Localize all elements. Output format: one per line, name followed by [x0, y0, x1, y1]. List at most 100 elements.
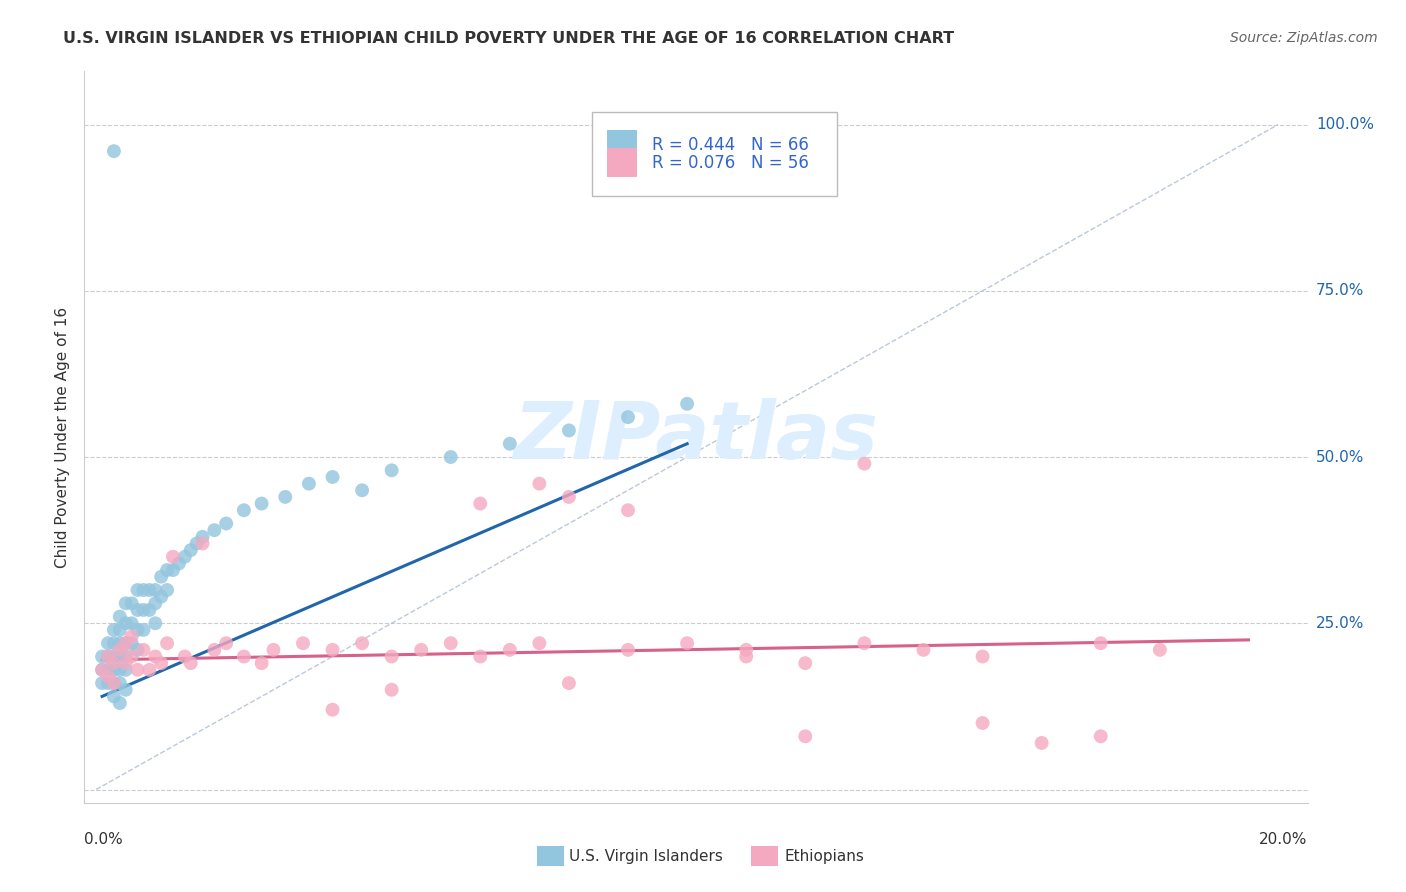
- Point: [108, 663, 131, 677]
- Point: [108, 696, 131, 710]
- Point: [103, 676, 125, 690]
- Point: [143, 582, 166, 597]
- Text: R = 0.076   N = 56: R = 0.076 N = 56: [652, 153, 808, 172]
- Point: [156, 563, 179, 577]
- Point: [167, 557, 190, 571]
- Text: U.S. VIRGIN ISLANDER VS ETHIOPIAN CHILD POVERTY UNDER THE AGE OF 16 CORRELATION : U.S. VIRGIN ISLANDER VS ETHIOPIAN CHILD …: [63, 31, 955, 46]
- Point: [292, 636, 315, 650]
- Point: [127, 623, 149, 637]
- Point: [114, 682, 136, 697]
- Point: [298, 476, 321, 491]
- Point: [617, 643, 640, 657]
- Point: [499, 643, 522, 657]
- Point: [103, 676, 125, 690]
- Point: [173, 649, 195, 664]
- Point: [676, 636, 699, 650]
- Point: [617, 410, 640, 425]
- Bar: [537, 846, 564, 866]
- Point: [499, 436, 522, 450]
- Point: [103, 636, 125, 650]
- Point: [735, 643, 758, 657]
- Point: [138, 663, 160, 677]
- Point: [440, 450, 463, 464]
- Point: [470, 497, 492, 511]
- Point: [103, 649, 125, 664]
- Point: [103, 623, 125, 637]
- Point: [250, 497, 273, 511]
- Point: [156, 582, 179, 597]
- Point: [411, 643, 433, 657]
- Point: [114, 636, 136, 650]
- Point: [150, 590, 173, 604]
- Point: [215, 516, 238, 531]
- Point: [108, 676, 131, 690]
- Point: [97, 649, 120, 664]
- Point: [121, 616, 143, 631]
- Point: [173, 549, 195, 564]
- Point: [381, 682, 404, 697]
- Point: [676, 397, 699, 411]
- Point: [250, 656, 273, 670]
- FancyBboxPatch shape: [592, 112, 837, 195]
- Point: [558, 424, 581, 438]
- Y-axis label: Child Poverty Under the Age of 16: Child Poverty Under the Age of 16: [55, 307, 70, 567]
- Point: [103, 663, 125, 677]
- Point: [794, 729, 817, 743]
- Text: Source: ZipAtlas.com: Source: ZipAtlas.com: [1230, 31, 1378, 45]
- Point: [794, 656, 817, 670]
- Text: 100.0%: 100.0%: [1316, 117, 1374, 132]
- Point: [103, 690, 125, 704]
- Point: [138, 603, 160, 617]
- Point: [912, 643, 935, 657]
- Bar: [606, 148, 637, 178]
- Text: 20.0%: 20.0%: [1260, 832, 1308, 847]
- Point: [108, 609, 131, 624]
- Point: [132, 582, 155, 597]
- Point: [127, 663, 149, 677]
- Point: [191, 536, 214, 550]
- Point: [853, 636, 876, 650]
- Point: [1090, 729, 1112, 743]
- Point: [103, 656, 125, 670]
- Point: [121, 596, 143, 610]
- Point: [180, 543, 202, 558]
- Point: [114, 616, 136, 631]
- Point: [352, 636, 374, 650]
- Point: [121, 630, 143, 644]
- Point: [262, 643, 284, 657]
- Point: [735, 649, 758, 664]
- Point: [381, 649, 404, 664]
- Point: [162, 563, 184, 577]
- Point: [114, 596, 136, 610]
- Point: [132, 623, 155, 637]
- Point: [529, 636, 551, 650]
- Point: [470, 649, 492, 664]
- Point: [108, 636, 131, 650]
- Point: [232, 649, 254, 664]
- Point: [108, 643, 131, 657]
- Point: [103, 144, 125, 158]
- Point: [558, 490, 581, 504]
- Point: [132, 603, 155, 617]
- Text: 25.0%: 25.0%: [1316, 615, 1364, 631]
- Point: [97, 669, 120, 683]
- Point: [215, 636, 238, 650]
- Point: [617, 503, 640, 517]
- Point: [97, 636, 120, 650]
- Point: [150, 570, 173, 584]
- Text: 0.0%: 0.0%: [84, 832, 124, 847]
- Point: [232, 503, 254, 517]
- Point: [202, 523, 225, 537]
- Point: [91, 649, 114, 664]
- Point: [162, 549, 184, 564]
- Point: [150, 656, 173, 670]
- Text: 50.0%: 50.0%: [1316, 450, 1364, 465]
- Point: [127, 603, 149, 617]
- Point: [97, 663, 120, 677]
- Point: [558, 676, 581, 690]
- Point: [191, 530, 214, 544]
- Bar: [606, 130, 637, 159]
- Point: [121, 636, 143, 650]
- Point: [440, 636, 463, 650]
- Point: [91, 676, 114, 690]
